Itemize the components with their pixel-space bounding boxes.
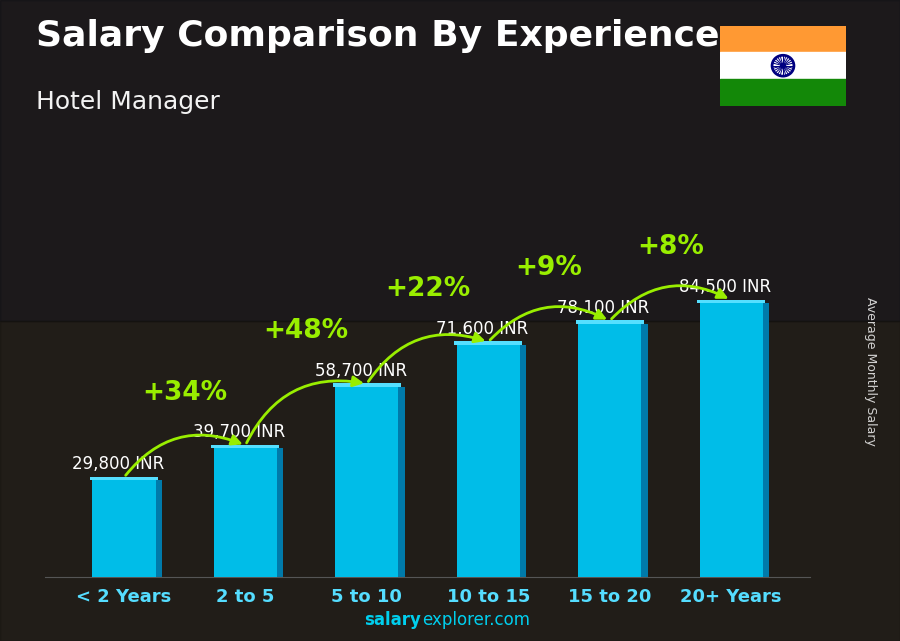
Text: Salary Comparison By Experience: Salary Comparison By Experience (36, 19, 719, 53)
Bar (762, 303, 769, 577)
Text: +34%: +34% (142, 379, 227, 406)
Bar (335, 387, 399, 577)
Text: 84,500 INR: 84,500 INR (679, 278, 771, 296)
Text: +9%: +9% (516, 255, 582, 281)
Text: 29,800 INR: 29,800 INR (72, 455, 164, 474)
Text: 78,100 INR: 78,100 INR (557, 299, 650, 317)
Bar (333, 383, 400, 387)
Bar (90, 477, 158, 480)
Bar (399, 387, 405, 577)
Bar (575, 320, 644, 324)
Bar (156, 480, 162, 577)
Text: +48%: +48% (264, 318, 348, 344)
Text: 39,700 INR: 39,700 INR (194, 423, 285, 441)
Bar (456, 345, 520, 577)
Text: 71,600 INR: 71,600 INR (436, 320, 528, 338)
Text: +22%: +22% (385, 276, 470, 302)
Text: +8%: +8% (637, 235, 704, 260)
Text: Hotel Manager: Hotel Manager (36, 90, 220, 113)
Text: salary: salary (364, 612, 421, 629)
Bar (520, 345, 526, 577)
Bar (641, 324, 647, 577)
Bar (697, 299, 765, 303)
Bar (454, 342, 522, 345)
Bar (93, 480, 156, 577)
Bar (212, 445, 280, 448)
Bar (699, 303, 762, 577)
Bar (720, 26, 846, 53)
Bar (578, 324, 641, 577)
Bar (277, 448, 284, 577)
Bar (720, 79, 846, 106)
Bar (214, 448, 277, 577)
Text: Average Monthly Salary: Average Monthly Salary (865, 297, 878, 446)
Text: 58,700 INR: 58,700 INR (315, 362, 407, 379)
Circle shape (780, 63, 786, 68)
Bar (720, 53, 846, 79)
Text: explorer.com: explorer.com (422, 612, 530, 629)
